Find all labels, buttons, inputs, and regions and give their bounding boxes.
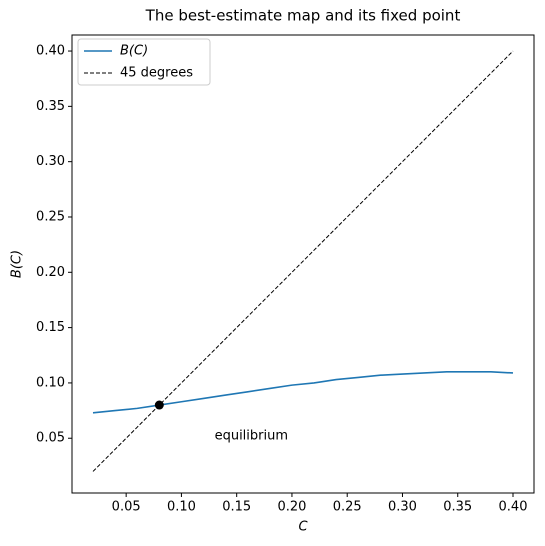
- y-axis-label: B(C): [10, 250, 25, 278]
- x-axis-label: C: [298, 520, 308, 535]
- x-tick-label: 0.30: [388, 500, 417, 515]
- y-tick-label: 0.35: [36, 99, 65, 114]
- y-tick-label: 0.20: [36, 265, 65, 280]
- series-line: [92, 50, 514, 472]
- x-tick-label: 0.25: [333, 500, 362, 515]
- x-tick-label: 0.40: [499, 500, 528, 515]
- x-tick-label: 0.15: [222, 500, 251, 515]
- legend-label: 45 degrees: [120, 66, 193, 81]
- x-tick-label: 0.35: [443, 500, 472, 515]
- x-tick-label: 0.05: [112, 500, 141, 515]
- x-tick-label: 0.10: [167, 500, 196, 515]
- annotation: equilibrium: [215, 429, 288, 444]
- y-tick-label: 0.15: [36, 320, 65, 335]
- y-tick-label: 0.05: [36, 431, 65, 446]
- y-tick-label: 0.25: [36, 209, 65, 224]
- y-tick-label: 0.10: [36, 375, 65, 390]
- legend-label: B(C): [120, 44, 148, 59]
- y-tick-label: 0.40: [36, 44, 65, 59]
- x-tick-label: 0.20: [277, 500, 306, 515]
- equilibrium-point: [154, 400, 164, 410]
- plot-frame: [71, 34, 535, 494]
- y-tick-label: 0.30: [36, 154, 65, 169]
- chart-title: The best-estimate map and its fixed poin…: [145, 7, 461, 25]
